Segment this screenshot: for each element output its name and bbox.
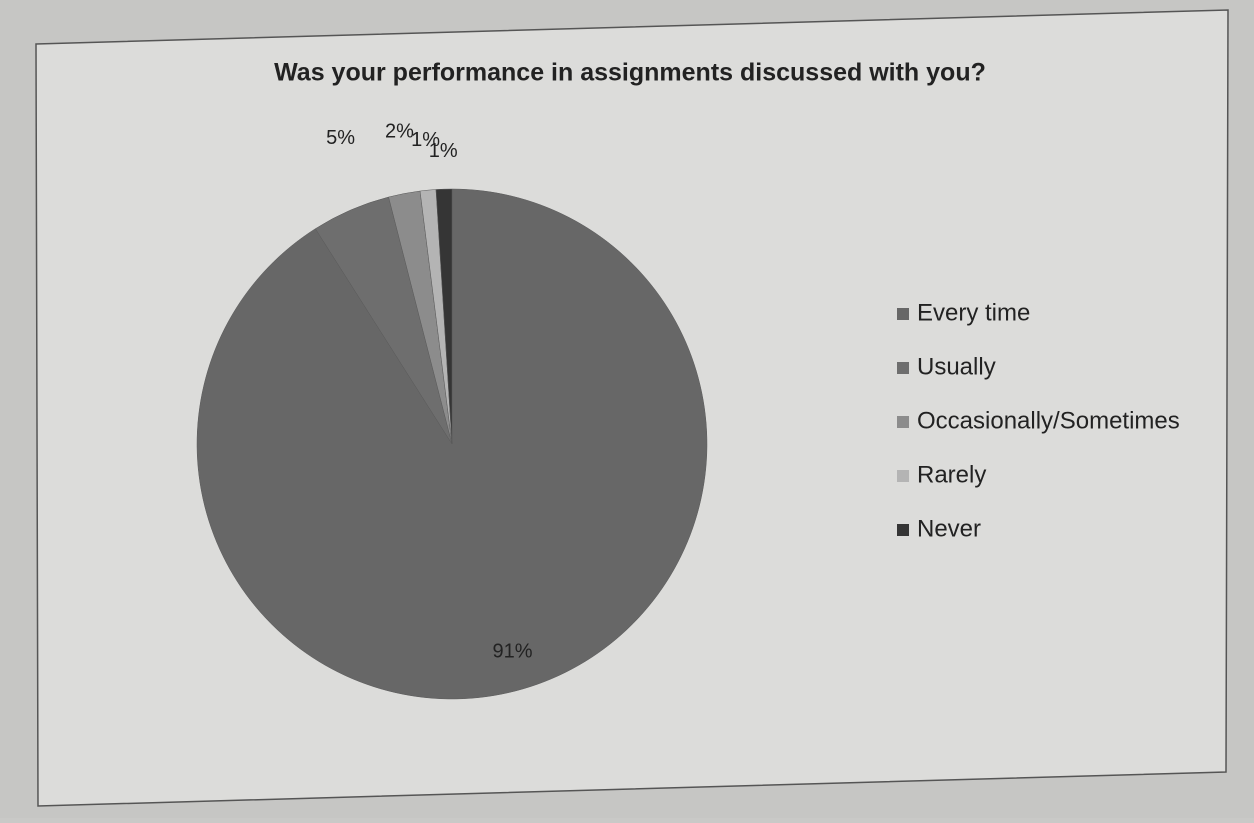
chart-title: Was your performance in assignments disc…	[274, 59, 986, 87]
legend-swatch	[897, 524, 909, 536]
data-label: 1%	[411, 129, 440, 151]
legend-label: Rarely	[917, 461, 986, 488]
legend-swatch	[897, 362, 909, 374]
legend-swatch	[897, 470, 909, 482]
pie-slice	[435, 188, 453, 445]
legend-label: Usually	[917, 353, 996, 380]
data-label: 5%	[326, 127, 355, 149]
legend-swatch	[897, 416, 909, 428]
legend-label: Occasionally/Sometimes	[917, 407, 1180, 434]
legend-swatch	[897, 308, 909, 320]
legend-label: Every time	[917, 299, 1030, 326]
data-label: 2%	[385, 121, 414, 143]
data-label: 1%	[429, 140, 458, 162]
legend-label: Never	[917, 515, 981, 542]
data-label: 91%	[492, 640, 532, 662]
